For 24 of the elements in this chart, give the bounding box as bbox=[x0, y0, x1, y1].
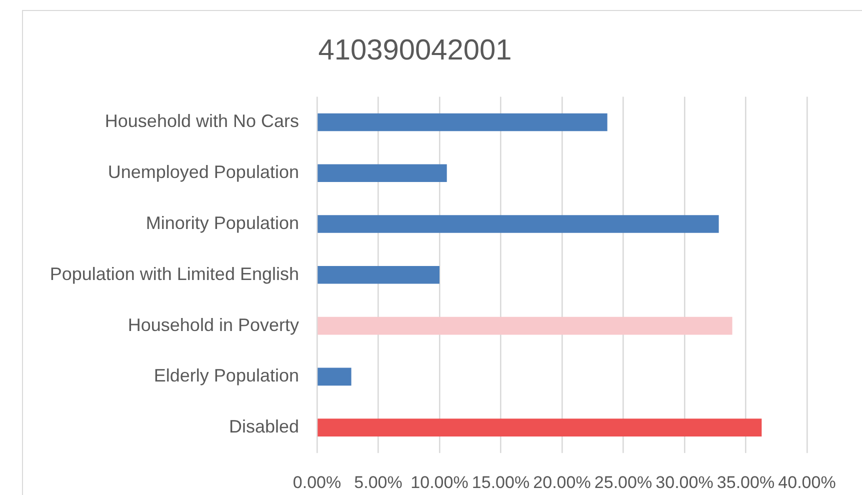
y-tick-label: Household in Poverty bbox=[128, 314, 299, 335]
bar bbox=[318, 113, 608, 132]
y-tick-label: Disabled bbox=[228, 416, 299, 437]
x-tick-label: 15.00% bbox=[472, 472, 530, 492]
x-tick-label: 40.00% bbox=[778, 472, 836, 492]
x-tick-label: 20.00% bbox=[533, 472, 591, 492]
x-tick-label: 5.00% bbox=[354, 472, 402, 492]
bar bbox=[318, 368, 352, 386]
chart-title: 410390042001 bbox=[318, 34, 512, 66]
x-tick-label: 10.00% bbox=[410, 472, 468, 492]
x-tick-label: 30.00% bbox=[656, 472, 714, 492]
x-tick-label: 0.00% bbox=[292, 472, 342, 492]
x-tick-label: 35.00% bbox=[716, 472, 775, 492]
y-tick-label: Household with No Cars bbox=[104, 111, 299, 132]
x-tick-label: 25.00% bbox=[594, 472, 652, 492]
y-tick-label: Population with Limited English bbox=[50, 264, 299, 284]
bar bbox=[318, 316, 732, 335]
bar bbox=[318, 164, 447, 182]
bar bbox=[318, 418, 762, 436]
y-tick-label: Elderly Population bbox=[154, 366, 299, 386]
bar bbox=[318, 266, 440, 284]
y-tick-label: Minority Population bbox=[146, 212, 299, 233]
bar bbox=[318, 215, 719, 233]
y-tick-label: Unemployed Population bbox=[108, 162, 299, 182]
